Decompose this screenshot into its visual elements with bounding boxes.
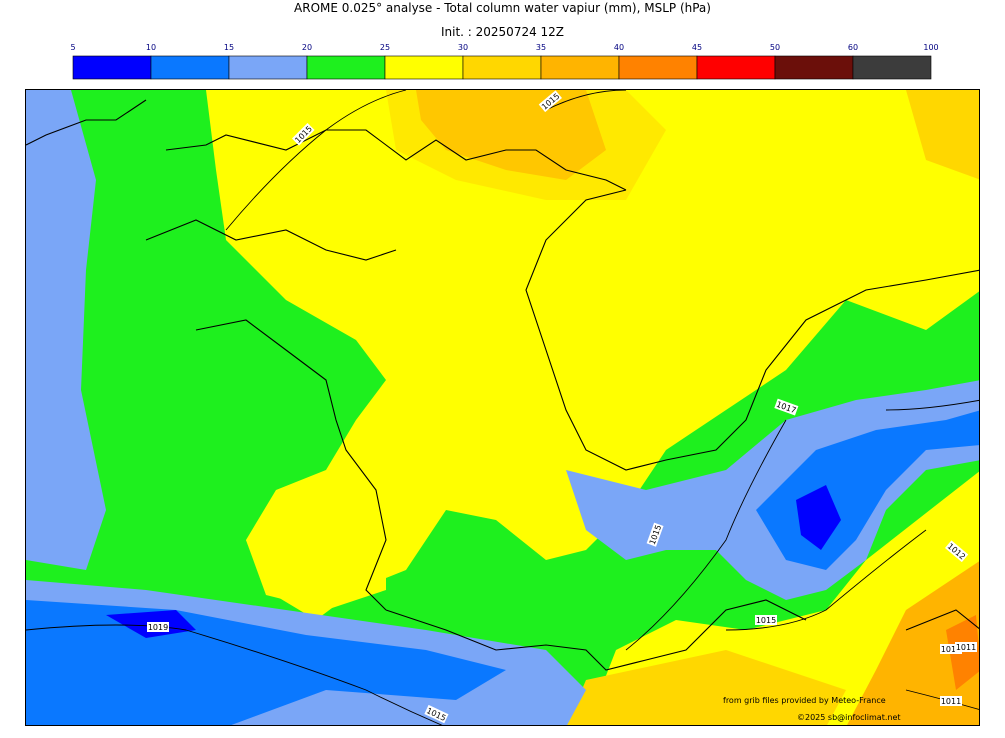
colorbar-segment: [852, 55, 932, 80]
colorbar: 5 10 15 20 25 30 35 40 45 50 60 100: [0, 38, 1005, 83]
colorbar-segment: [540, 55, 620, 80]
colorbar-tick-label: 10: [146, 43, 156, 52]
alps-core: [796, 485, 841, 550]
colorbar-graphic: 5 10 15 20 25 30 35 40 45 50 60 100: [70, 43, 939, 80]
isobar-label: 1019: [147, 622, 169, 632]
colorbar-segment: [384, 55, 464, 80]
colorbar-tick-label: 15: [224, 43, 234, 52]
map-graphic: 1015101510191015101510171015101110111011…: [26, 90, 979, 725]
weather-map: 1015 1015 1019 1015 1015 1017 1015 1011 1011 1011…: [25, 89, 980, 726]
colorbar-tick-label: 35: [536, 43, 546, 52]
colorbar-segment: [228, 55, 308, 80]
colorbar-tick-label: 30: [458, 43, 468, 52]
colorbar-segment: [696, 55, 776, 80]
colorbar-tick-label: 20: [302, 43, 312, 52]
coastlines: [26, 99, 979, 671]
colorbar-segment: [774, 55, 854, 80]
colorbar-tick-label: 60: [848, 43, 858, 52]
colorbar-segment: [72, 55, 152, 80]
isobar-label: 1011: [940, 696, 962, 706]
med-orange: [566, 650, 846, 725]
svg-text:1015: 1015: [756, 616, 776, 625]
colorbar-tick-label: 25: [380, 43, 390, 52]
gold-east: [906, 90, 979, 180]
corsica-deep: [946, 615, 979, 690]
data-source-credit: from grib files provided by Meteo-France: [723, 696, 886, 705]
isobar-label: 1011: [940, 644, 962, 654]
svg-text:1019: 1019: [148, 623, 168, 632]
colorbar-tick-label: 45: [692, 43, 702, 52]
colorbar-segment: [618, 55, 698, 80]
svg-text:1011: 1011: [956, 643, 976, 652]
colorbar-tick-label: 5: [70, 43, 75, 52]
italy-orange: [847, 561, 979, 725]
yellow-southwest: [246, 510, 386, 610]
isobar-label: 1015: [755, 615, 777, 625]
init-time: Init. : 20250724 12Z: [440, 25, 565, 39]
svg-text:1011: 1011: [941, 697, 961, 706]
isobar-label: 1011: [955, 642, 977, 652]
isobars: [26, 90, 979, 725]
colorbar-tick-label: 50: [770, 43, 780, 52]
colorbar-segment: [462, 55, 542, 80]
colorbar-tick-label: 100: [923, 43, 938, 52]
yellow-zone: [206, 90, 979, 620]
colorbar-segment: [150, 55, 230, 80]
colorbar-segment: [306, 55, 386, 80]
map-title: AROME 0.025° analyse - Total column wate…: [294, 1, 711, 15]
gold-north: [386, 90, 666, 200]
svg-text:1011: 1011: [941, 645, 961, 654]
colorbar-tick-label: 40: [614, 43, 624, 52]
copyright-credit: ©2025 sb@infoclimat.net: [797, 713, 901, 722]
